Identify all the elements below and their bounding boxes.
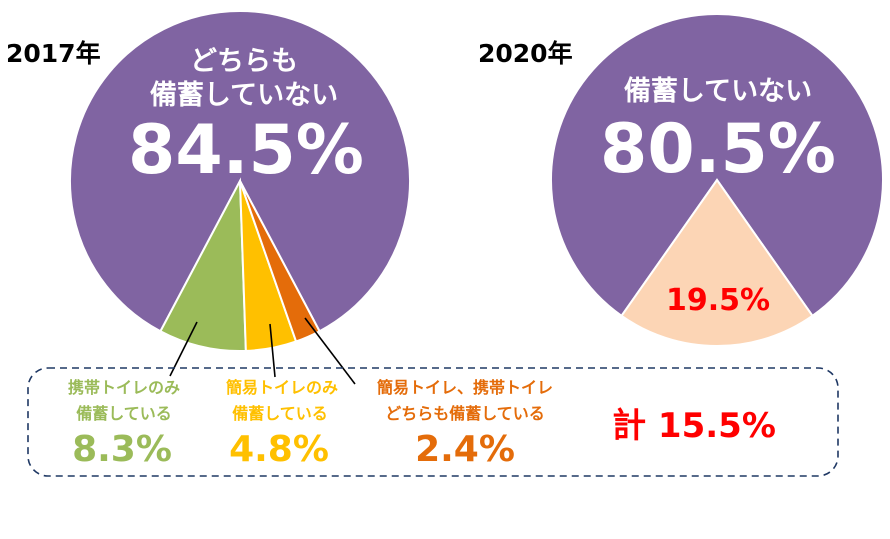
chart-title-2020: 2020年: [478, 39, 573, 68]
pie-2017: [69, 10, 411, 352]
pie-2020-small-value-label: 19.5%: [666, 283, 770, 318]
pie-2020-label-line-1: 備蓄していない: [624, 75, 812, 107]
legend-item-both-toilets: 簡易トイレ、携帯トイレ どちらも備蓄している 2.4%: [376, 378, 553, 470]
pie-2017-slice-3: [239, 180, 321, 343]
leader-line-orange: [304, 317, 356, 385]
legend-item-label-line-1: 携帯トイレのみ: [68, 378, 180, 397]
legend-item-label-line-2: 備蓄している: [232, 404, 328, 423]
legend-box: [27, 367, 839, 477]
pie-2017-value-label: 84.5%: [128, 111, 364, 190]
legend-item-value: 2.4%: [415, 429, 515, 470]
legend-total: 計 15.5%: [612, 406, 776, 446]
pie-2020-slice-0: [550, 13, 884, 318]
pie-2017-label-line-1: どちらも: [190, 46, 298, 77]
pie-2020-slice-1: [620, 178, 814, 347]
leader-line-green: [169, 321, 198, 377]
pie-2017-slice-0: [69, 10, 411, 333]
chart-title-2017: 2017年: [6, 39, 101, 68]
leader-line-yellow: [269, 323, 276, 378]
legend-item-value: 8.3%: [72, 429, 172, 470]
legend-item-mobile-toilet-only: 携帯トイレのみ 備蓄している 8.3%: [68, 378, 180, 470]
legend-item-value: 4.8%: [229, 429, 329, 470]
legend-item-label-line-2: 備蓄している: [76, 404, 172, 423]
legend-item-simple-toilet-only: 簡易トイレのみ 備蓄している 4.8%: [225, 378, 338, 470]
pie-2017-slice-1: [159, 177, 247, 352]
legend-item-label-line-1: 簡易トイレのみ: [225, 378, 338, 397]
pie-2020-value-label: 80.5%: [600, 110, 836, 189]
pie-2020: [550, 13, 884, 347]
pie-2017-label-line-2: 備蓄していない: [150, 79, 338, 111]
legend-item-label-line-1: 簡易トイレ、携帯トイレ: [376, 378, 553, 397]
legend-item-label-line-2: どちらも備蓄している: [385, 404, 545, 423]
